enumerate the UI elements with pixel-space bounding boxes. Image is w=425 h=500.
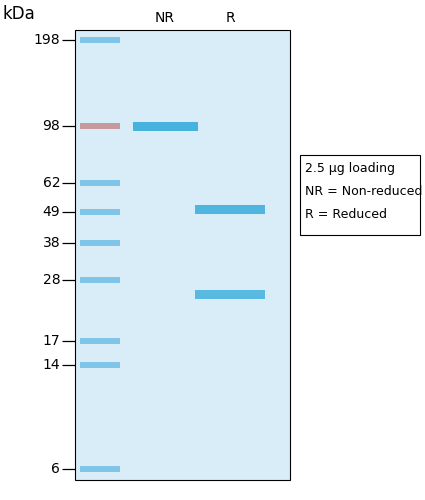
Text: 28: 28 [42,273,60,287]
Text: 38: 38 [42,236,60,250]
Text: NR: NR [155,11,175,25]
Bar [80,124,120,130]
Bar [80,338,120,344]
Bar [80,208,120,214]
Bar [80,466,120,472]
Bar [80,37,120,43]
Text: 49: 49 [42,204,60,218]
Text: NR = Non-reduced: NR = Non-reduced [305,185,422,198]
Text: 62: 62 [42,176,60,190]
Text: 198: 198 [34,33,60,47]
Bar [80,277,120,283]
Bar [80,362,120,368]
Text: 14: 14 [42,358,60,372]
Bar [80,240,120,246]
Bar [300,155,420,235]
Bar [195,204,265,214]
Text: 98: 98 [42,120,60,134]
Bar [195,290,265,298]
Bar [133,122,198,131]
Text: 6: 6 [51,462,60,476]
Text: R: R [225,11,235,25]
Text: 17: 17 [42,334,60,348]
Text: 2.5 μg loading: 2.5 μg loading [305,162,395,175]
Bar [80,180,120,186]
Text: R = Reduced: R = Reduced [305,208,387,221]
Text: kDa: kDa [2,5,35,23]
Bar [75,30,290,480]
